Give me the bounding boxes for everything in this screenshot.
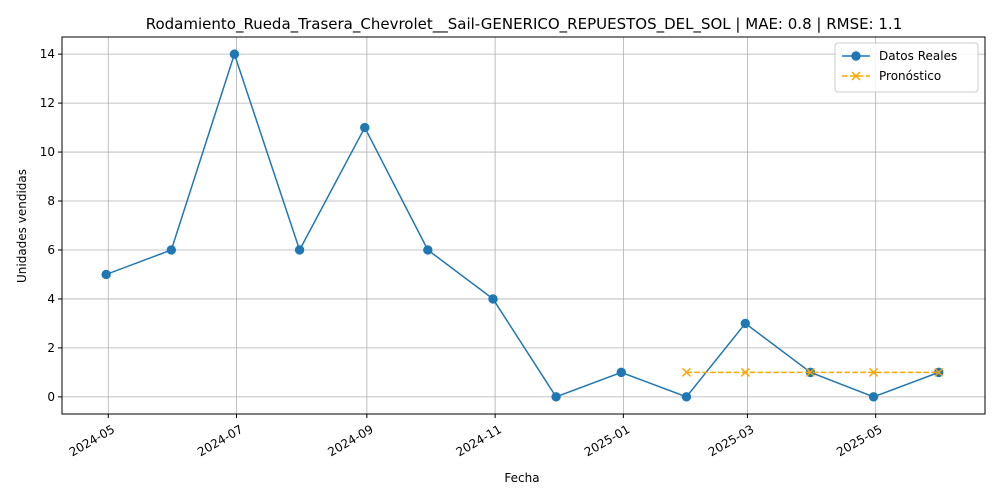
data-point (166, 245, 177, 255)
data-point (740, 367, 750, 377)
y-tick-label: 4 (47, 292, 55, 306)
y-tick-label: 12 (40, 96, 55, 110)
plot-frame (61, 36, 986, 415)
data-point (681, 392, 692, 402)
y-axis-ticks: 0 2 4 6 8 10 12 14 (40, 47, 62, 404)
data-point (423, 245, 433, 255)
y-tick-label: 14 (40, 47, 55, 61)
series-line (105, 51, 940, 398)
data-point (229, 49, 240, 59)
chart-title: Rodamiento_Rueda_Trasera_Chevrolet__Sail… (146, 15, 903, 34)
legend-entry: Datos Reales (842, 49, 957, 63)
x-tick-label: 2025-01 (582, 422, 632, 459)
x-tick-label: 2025-03 (706, 422, 756, 459)
y-tick-label: 0 (47, 390, 55, 404)
data-point (805, 367, 816, 377)
data-point (851, 71, 861, 81)
x-tick-label: 2024-09 (325, 422, 375, 459)
legend-label: Datos Reales (879, 49, 957, 63)
data-point (360, 122, 370, 133)
x-tick-label: 2025-05 (834, 422, 884, 459)
x-tick-label: 2024-05 (67, 422, 117, 459)
data-point (616, 367, 626, 378)
grid (62, 37, 985, 414)
data-point (551, 392, 561, 402)
y-tick-label: 6 (47, 243, 55, 257)
series-datos-reales (101, 49, 944, 402)
y-tick-label: 10 (40, 145, 55, 159)
x-axis-label: Fecha (504, 471, 539, 485)
x-tick-label: 2024-11 (454, 422, 504, 459)
data-point (681, 367, 691, 377)
data-point (851, 51, 861, 61)
y-tick-label: 2 (47, 341, 55, 355)
legend-label: Pronóstico (879, 69, 941, 83)
y-axis-label: Unidades vendidas (15, 169, 29, 283)
legend-box (834, 42, 979, 93)
data-point (101, 269, 111, 280)
y-tick-label: 8 (47, 194, 55, 208)
data-point (869, 367, 879, 377)
data-point (740, 318, 751, 329)
series-layer (101, 49, 944, 402)
x-axis-ticks: 2024-05 2024-07 2024-09 2024-11 2025-01 2025-… (67, 414, 885, 459)
data-point (934, 367, 944, 377)
x-tick-label: 2024-07 (195, 422, 245, 459)
legend: Datos Reales Pronóstico (834, 42, 979, 93)
series-pronostico (681, 367, 944, 377)
data-point (294, 245, 305, 255)
data-point (488, 294, 498, 304)
legend-entry: Pronóstico (842, 69, 941, 83)
data-point (868, 392, 879, 402)
